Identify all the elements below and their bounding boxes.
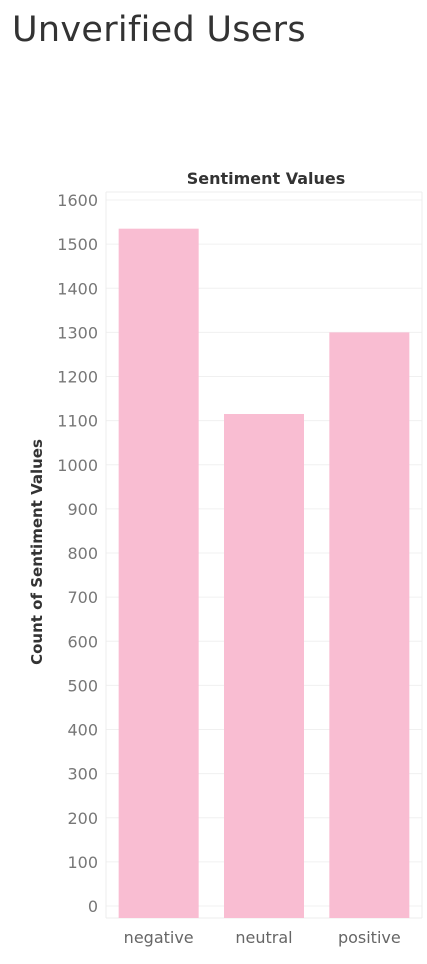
y-tick-label: 400: [67, 721, 98, 740]
y-tick-label: 1600: [57, 191, 98, 210]
x-category-label: positive: [338, 928, 401, 947]
y-tick-label: 100: [67, 853, 98, 872]
x-category-label: neutral: [235, 928, 292, 947]
bar-negative[interactable]: [118, 228, 199, 918]
chart-title: Sentiment Values: [187, 169, 346, 188]
y-tick-label: 700: [67, 588, 98, 607]
x-category-label: negative: [124, 928, 194, 947]
bar-neutral[interactable]: [224, 414, 304, 918]
y-tick-label: 1400: [57, 279, 98, 298]
y-tick-label: 800: [67, 544, 98, 563]
y-tick-label: 600: [67, 632, 98, 651]
x-axis-categories: negative neutral positive: [124, 928, 401, 947]
bar-positive[interactable]: [329, 332, 410, 918]
y-tick-label: 1000: [57, 456, 98, 475]
y-tick-label: 1300: [57, 323, 98, 342]
y-tick-label: 900: [67, 500, 98, 519]
y-tick-label: 1200: [57, 368, 98, 387]
y-axis-title: Count of Sentiment Values: [28, 439, 46, 665]
y-tick-label: 300: [67, 765, 98, 784]
page-title: Unverified Users: [12, 10, 306, 50]
y-tick-label: 200: [67, 809, 98, 828]
bars: [118, 228, 410, 918]
y-tick-label: 1100: [57, 412, 98, 431]
y-axis-ticks: 0 100 200 300 400 500 600 700 800 900 1000 1100 1200…: [57, 191, 98, 916]
y-tick-label: 500: [67, 676, 98, 695]
y-tick-label: 1500: [57, 235, 98, 254]
y-tick-label: 0: [88, 897, 98, 916]
